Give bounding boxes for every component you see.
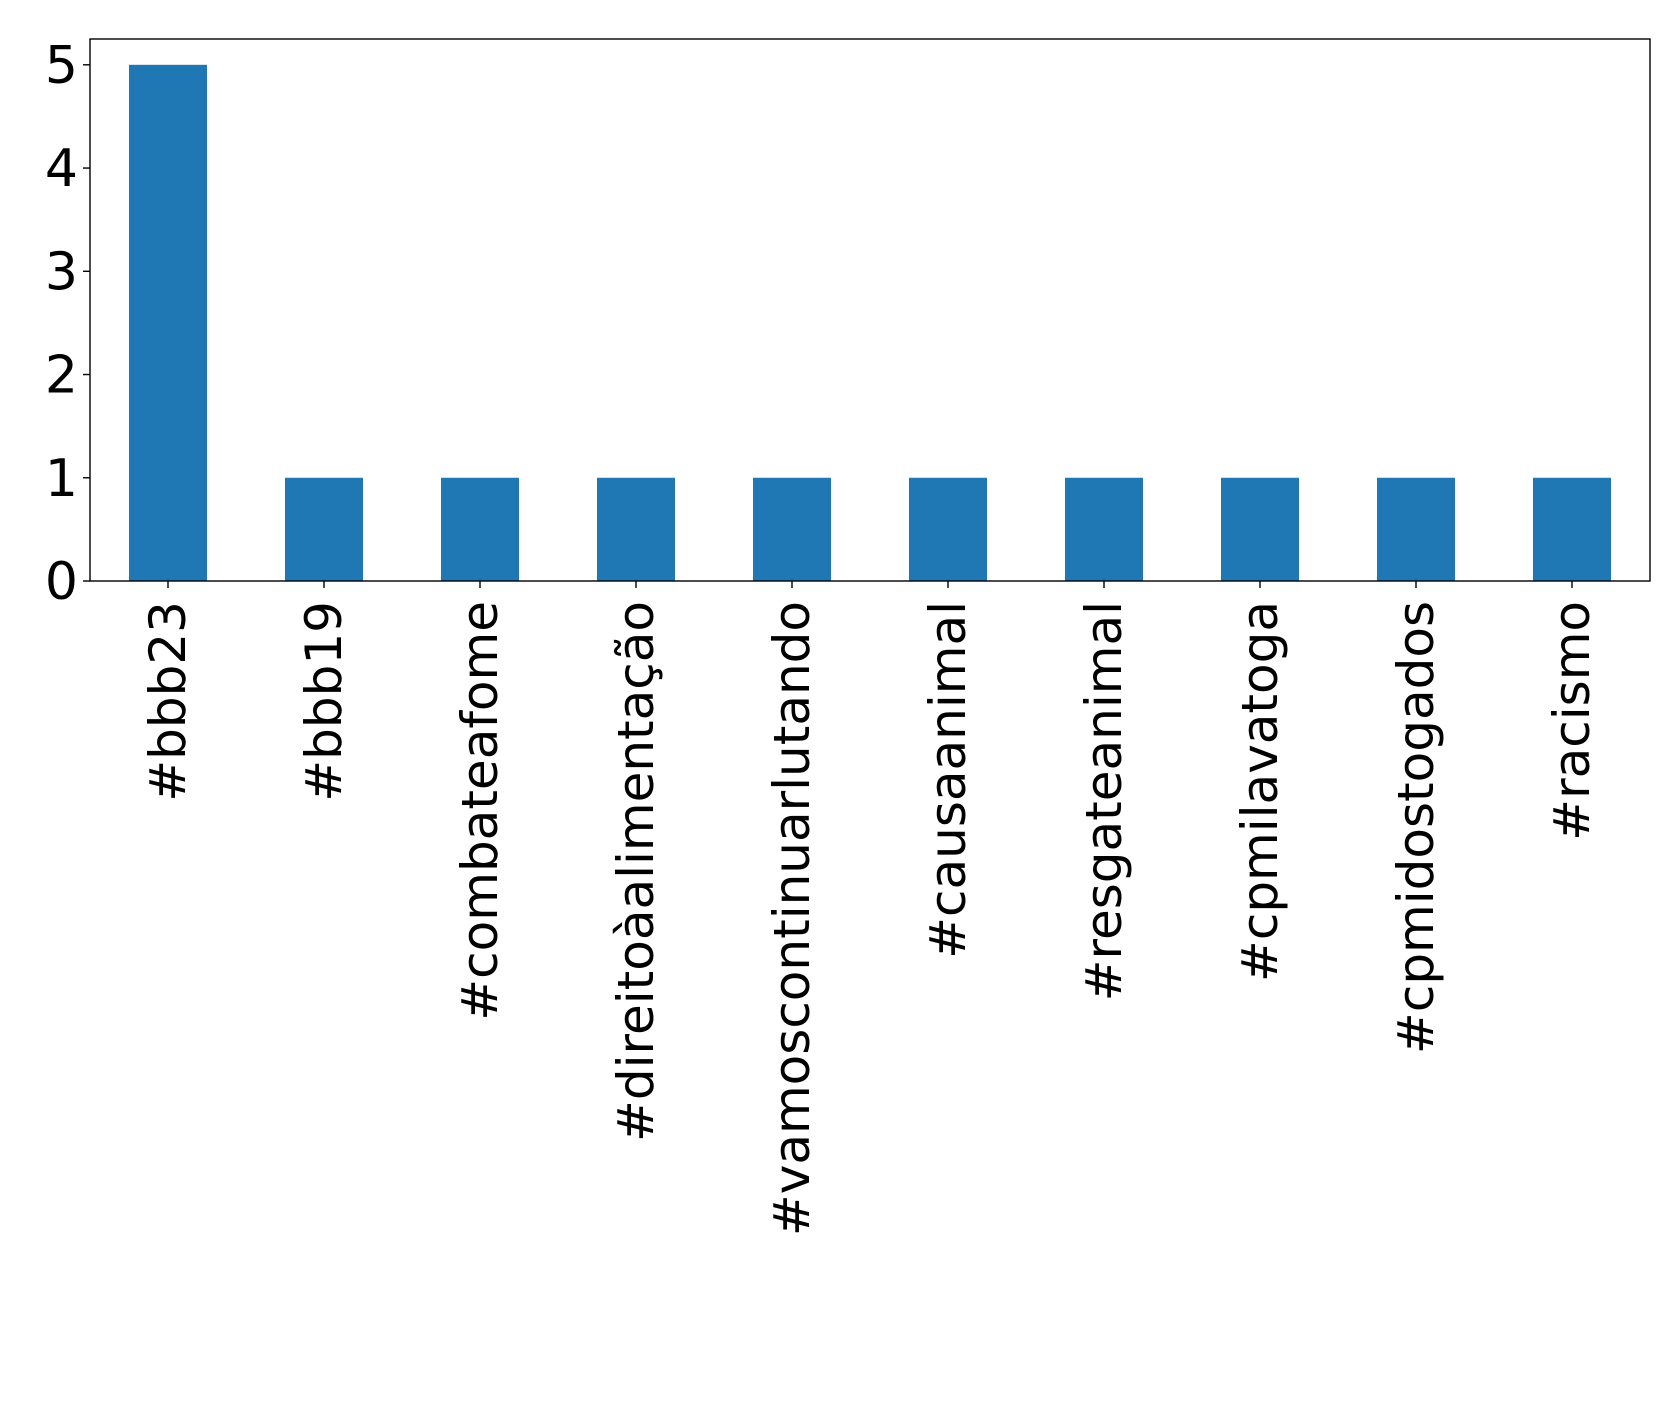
bar-7 xyxy=(1221,477,1299,581)
bar-0 xyxy=(129,64,207,582)
x-tick-label-9: #racismo xyxy=(1543,601,1601,841)
y-tick-label-3: 3 xyxy=(45,242,78,302)
plot-frame xyxy=(89,38,1651,582)
y-tick-label-4: 4 xyxy=(45,139,78,199)
x-tick-label-5: #causaanimal xyxy=(919,601,977,959)
x-tick-label-6: #resgateanimal xyxy=(1075,601,1133,1001)
bar-4 xyxy=(753,477,831,581)
bar-8 xyxy=(1377,477,1455,581)
y-axis: 0 1 2 3 4 5 xyxy=(45,36,90,612)
bar-1 xyxy=(285,477,363,581)
y-tick-label-2: 2 xyxy=(45,346,78,406)
x-tick-label-7: #cpmilavatoga xyxy=(1231,601,1289,982)
x-tick-label-1: #bbb19 xyxy=(295,601,353,802)
x-tick-label-4: #vamoscontinuarlutando xyxy=(763,601,821,1236)
x-tick-label-8: #cpmidostogados xyxy=(1387,601,1445,1054)
bars xyxy=(129,64,1611,582)
bar-5 xyxy=(909,477,987,581)
x-tick-label-3: #direitoàalimentação xyxy=(607,601,665,1142)
x-tick-label-0: #bbb23 xyxy=(139,601,197,802)
y-tick-label-5: 5 xyxy=(45,36,78,96)
y-tick-label-1: 1 xyxy=(45,449,78,509)
x-tick-label-2: #combateafome xyxy=(451,601,509,1021)
bar-2 xyxy=(441,477,519,581)
x-axis: #bbb23 #bbb19 #combateafome #direitoàalimen… xyxy=(139,581,1601,1236)
bar-3 xyxy=(597,477,675,581)
bar-6 xyxy=(1065,477,1143,581)
bar-9 xyxy=(1533,477,1611,581)
y-tick-label-0: 0 xyxy=(45,552,78,612)
